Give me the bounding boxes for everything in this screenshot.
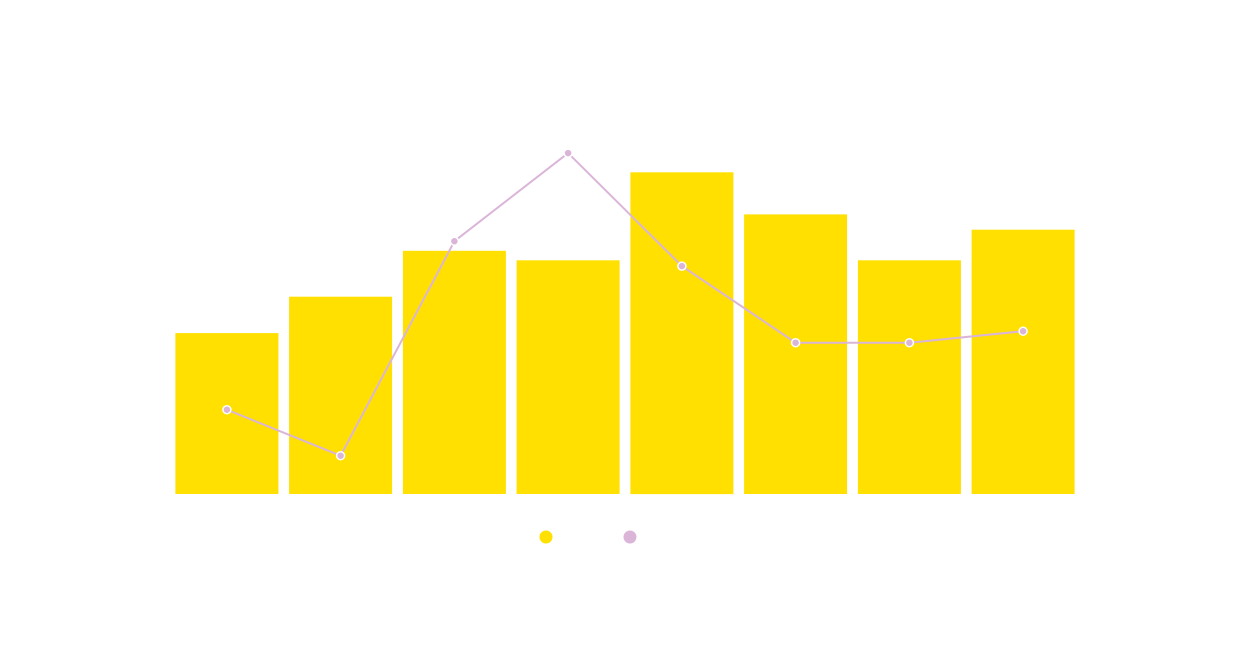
line-point-1 [222, 404, 232, 415]
legend [539, 530, 637, 544]
legend-marker-bars[interactable] [539, 530, 553, 544]
bar-3 [402, 250, 506, 494]
line-point-7 [904, 337, 915, 348]
line-point-6 [790, 337, 801, 348]
line-series [222, 148, 1028, 461]
line-point-8 [1018, 326, 1028, 336]
line-point-2 [335, 450, 346, 461]
line-point-4 [563, 148, 573, 158]
legend-marker-line[interactable] [623, 530, 637, 544]
bar-2 [289, 296, 393, 494]
bar-5 [630, 172, 734, 495]
bar-4 [516, 260, 620, 494]
line-point-5 [677, 261, 687, 271]
line-point-3 [449, 236, 460, 246]
bar-7 [857, 260, 961, 494]
bar-series [175, 172, 1075, 495]
bar-6 [744, 214, 848, 494]
line-path [226, 151, 1024, 457]
bar-8 [971, 229, 1075, 494]
